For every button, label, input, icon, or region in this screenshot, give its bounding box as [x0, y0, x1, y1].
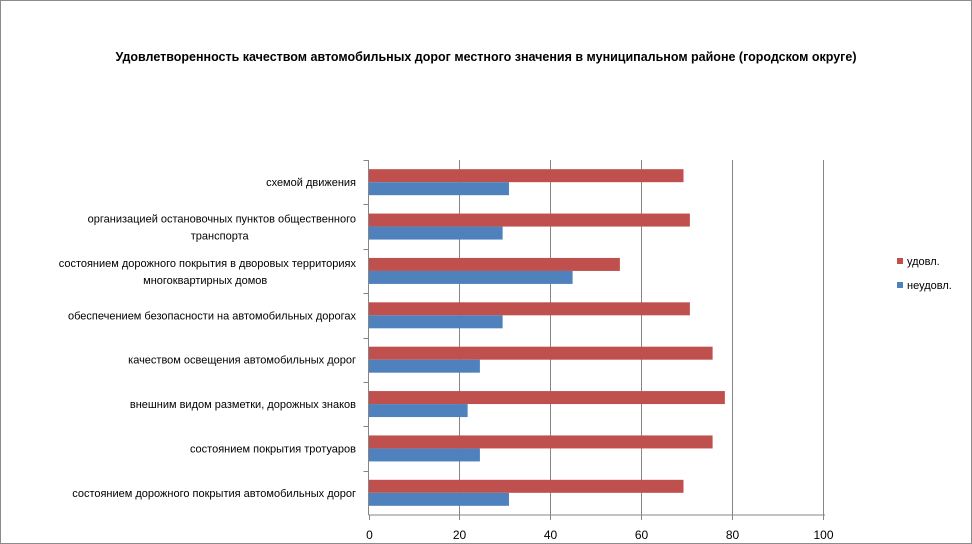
category-label: состоянием дорожного покрытия автомобиль…: [72, 488, 356, 500]
x-tick-label: 60: [635, 528, 649, 542]
legend-swatch: [897, 258, 903, 264]
bar-unsatisfied: [369, 492, 509, 506]
bar-unsatisfied: [369, 182, 509, 196]
bar-unsatisfied: [369, 359, 480, 373]
chart-title: Удовлетворенность качеством автомобильны…: [115, 50, 857, 64]
bar-satisfied: [369, 257, 620, 271]
bar-satisfied: [369, 346, 713, 360]
category-label: качеством освещения автомобильных дорог: [128, 355, 356, 367]
category-label: внешним видом разметки, дорожных знаков: [130, 399, 356, 411]
category-label: схемой движения: [266, 177, 356, 189]
x-tick-label: 80: [726, 528, 740, 542]
legend-label: неудовл.: [907, 280, 952, 292]
bar-satisfied: [369, 391, 725, 405]
bar-satisfied: [369, 302, 690, 316]
bar-satisfied: [369, 479, 684, 493]
bar-unsatisfied: [369, 226, 503, 240]
x-tick-label: 100: [813, 528, 833, 542]
category-label: обеспечением безопасности на автомобильн…: [68, 310, 356, 322]
bar-unsatisfied: [369, 315, 503, 329]
bar-unsatisfied: [369, 448, 480, 462]
bar-satisfied: [369, 213, 690, 227]
bar-satisfied: [369, 435, 713, 449]
legend-swatch: [897, 282, 903, 288]
category-label: организацией остановочных пунктов общест…: [88, 214, 356, 243]
x-tick-label: 20: [453, 528, 467, 542]
legend-label: удовл.: [907, 256, 940, 268]
bar-satisfied: [369, 169, 684, 183]
x-tick-label: 40: [544, 528, 558, 542]
x-tick-label: 0: [366, 528, 373, 542]
bar-unsatisfied: [369, 404, 468, 418]
category-label: состоянием покрытия тротуаров: [190, 443, 356, 455]
category-label: состоянием дорожного покрытия в дворовых…: [59, 258, 357, 287]
bar-unsatisfied: [369, 270, 573, 284]
